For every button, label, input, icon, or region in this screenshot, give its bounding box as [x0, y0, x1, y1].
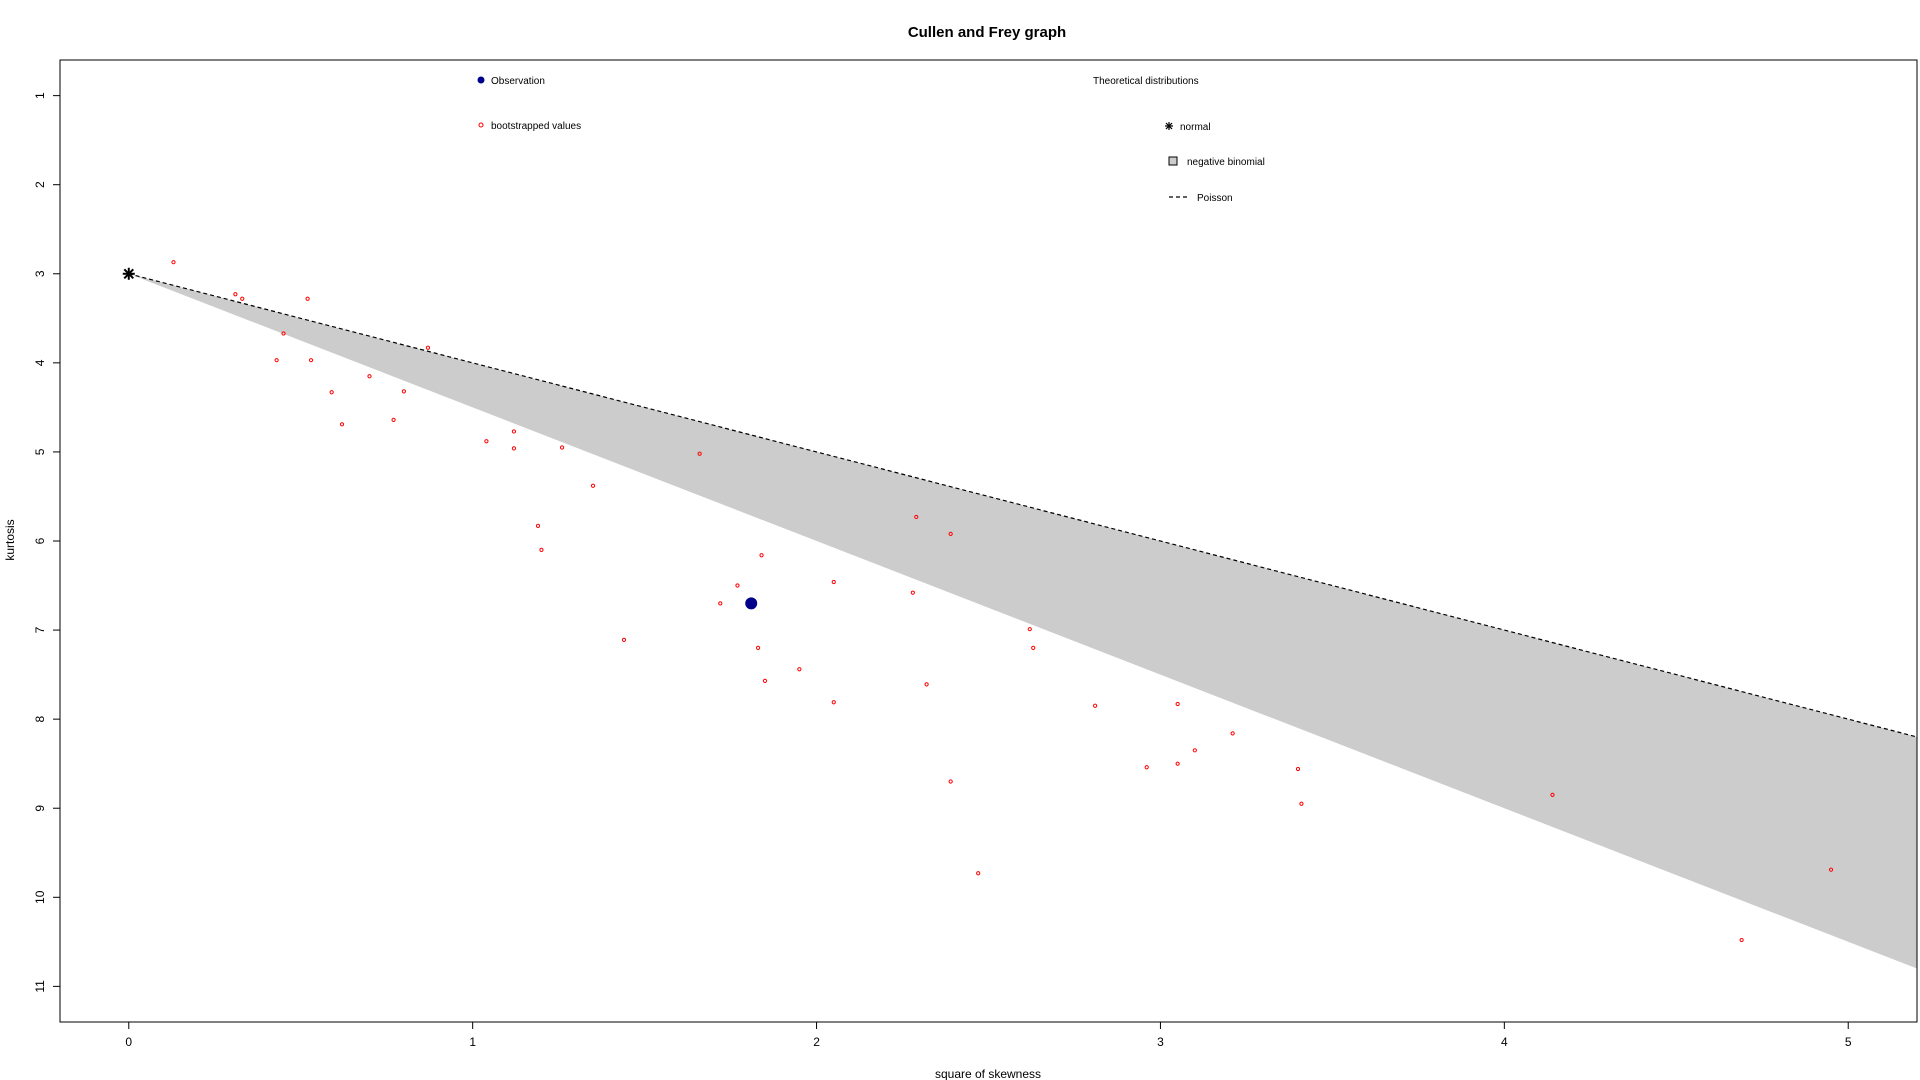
bootstrap-point [425, 345, 431, 350]
x-axis-label: square of skewness [935, 1067, 1041, 1080]
bootstrap-legend-marker [478, 122, 484, 128]
y-tick-label: 3 [33, 270, 47, 277]
bootstrap-point [797, 667, 802, 672]
bootstrap-point [1739, 937, 1744, 943]
bootstrap-point [1230, 731, 1235, 736]
bootstrap-point [1027, 627, 1032, 632]
y-tick-label: 11 [33, 980, 47, 993]
bootstrap-point [171, 260, 176, 265]
negbin-legend-label: negative binomial [1187, 157, 1265, 168]
y-tick-label: 4 [33, 359, 47, 366]
y-tick-label: 10 [33, 890, 47, 904]
poisson-line [128, 273, 1918, 738]
bootstrap-point [559, 445, 565, 450]
bootstrap-point [590, 483, 596, 488]
y-tick-label: 1 [33, 92, 47, 99]
bootstrap-point [539, 547, 544, 553]
bootstrap-point [391, 417, 396, 422]
negative-binomial-region [128, 273, 1917, 969]
x-axis: 0 1 2 3 4 5 [125, 1022, 1852, 1049]
bootstrap-point [697, 451, 702, 456]
bootstrap-point [511, 429, 517, 434]
bootstrap-point [274, 358, 279, 363]
bootstrap-point [1093, 703, 1098, 708]
bootstrap-point [1299, 801, 1304, 806]
x-tick-label: 2 [813, 1035, 820, 1049]
bootstrap-point [1192, 748, 1197, 753]
x-tick-label: 4 [1501, 1035, 1508, 1049]
bootstrap-point [718, 601, 723, 606]
bootstrap-point [484, 439, 489, 444]
bootstrap-point [305, 296, 310, 301]
bootstrap-point [1031, 645, 1036, 650]
bootstrap-point [831, 700, 836, 705]
bootstrap-point [621, 637, 627, 642]
bootstrap-point [755, 645, 761, 650]
bootstrap-point [948, 779, 953, 784]
bootstrap-point [759, 553, 764, 558]
observation-legend-marker [477, 76, 485, 84]
x-tick-label: 3 [1157, 1035, 1164, 1049]
normal-legend-marker [1165, 122, 1173, 130]
bootstrap-point [329, 390, 334, 395]
legend-theoretical: Theoretical distributions normal negativ… [1093, 76, 1265, 204]
y-tick-label: 7 [33, 626, 47, 633]
bootstrap-point [233, 292, 238, 297]
bootstrap-point [240, 296, 245, 301]
bootstrap-point [1550, 792, 1555, 797]
bootstrap-point [1144, 765, 1149, 770]
bootstrap-point [1175, 761, 1180, 766]
y-tick-label: 5 [33, 448, 47, 455]
y-axis-label: kurtosis [3, 519, 17, 560]
y-tick-label: 2 [33, 181, 47, 188]
bootstrap-point [401, 389, 406, 394]
observation-point [745, 597, 758, 610]
bootstrap-point [339, 422, 345, 427]
bootstrap-point [924, 682, 929, 687]
chart-title: Cullen and Frey graph [908, 24, 1066, 41]
y-tick-label: 8 [33, 715, 47, 722]
x-tick-label: 1 [469, 1035, 476, 1049]
poisson-legend-label: Poisson [1197, 193, 1233, 204]
y-tick-label: 6 [33, 537, 47, 544]
theoretical-legend-title: Theoretical distributions [1093, 76, 1199, 87]
y-tick-label: 9 [33, 805, 47, 812]
bootstrap-point [914, 514, 919, 520]
bootstrap-legend-label: bootstrapped values [491, 121, 581, 132]
bootstrap-point [367, 374, 372, 379]
bootstrap-point [735, 583, 740, 588]
bootstrap-point [762, 678, 768, 683]
bootstrap-point [308, 358, 314, 363]
bootstrap-point [910, 590, 915, 595]
bootstrap-point [1295, 766, 1301, 772]
legend-observations: Observation bootstrapped values [477, 76, 581, 132]
bootstrap-point [948, 531, 953, 536]
bootstrap-point [535, 523, 541, 528]
bootstrap-point [1828, 867, 1834, 872]
bootstrap-point [1175, 701, 1180, 707]
bootstrap-point [976, 871, 981, 876]
negbin-legend-marker [1168, 156, 1178, 166]
x-tick-label: 5 [1845, 1035, 1852, 1049]
bootstrap-point [831, 579, 836, 585]
bootstrap-point [281, 331, 286, 336]
normal-point [122, 267, 135, 280]
observation-legend-label: Observation [491, 76, 545, 87]
y-axis: 1 2 3 4 5 6 7 8 9 10 11 [33, 92, 60, 993]
x-tick-label: 0 [125, 1035, 132, 1049]
normal-legend-label: normal [1180, 122, 1211, 133]
bootstrap-point [511, 446, 517, 451]
plot-area [122, 260, 1918, 969]
